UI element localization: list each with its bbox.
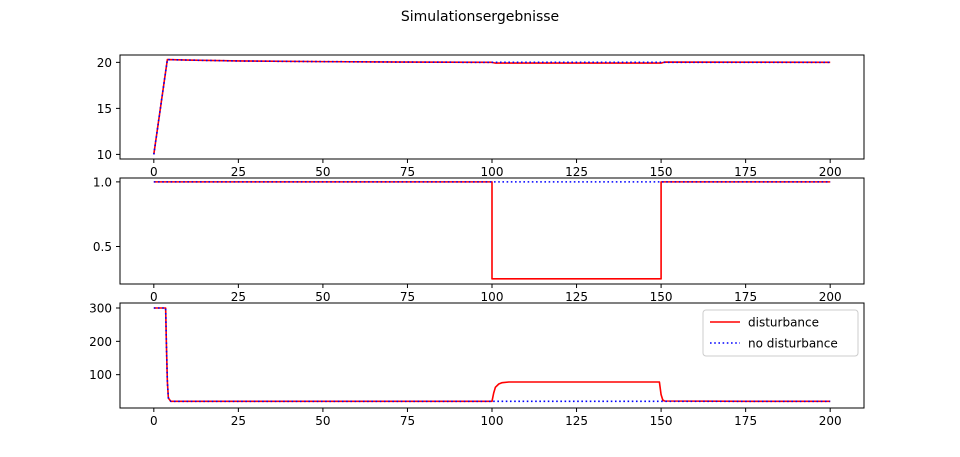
y-tick-label: 10 <box>97 148 112 162</box>
x-tick-label: 200 <box>819 414 842 428</box>
y-tick-label: 300 <box>89 302 112 316</box>
series-line-disturbance <box>153 307 831 403</box>
x-tick-label: 125 <box>565 290 588 304</box>
y-tick-label: 100 <box>89 368 112 382</box>
y-tick-label: 200 <box>89 335 112 349</box>
y-tick-label: 20 <box>97 56 112 70</box>
x-tick-label: 75 <box>400 165 415 179</box>
x-tick-label: 50 <box>315 290 330 304</box>
legend-label-no-disturbance: no disturbance <box>748 337 838 351</box>
x-tick-label: 125 <box>565 414 588 428</box>
legend-box <box>702 309 859 357</box>
x-tick-label: 100 <box>481 165 504 179</box>
x-tick-label: 100 <box>481 414 504 428</box>
axes-frame <box>119 54 865 160</box>
x-tick-label: 0 <box>150 414 158 428</box>
series-line-disturbance <box>153 181 831 280</box>
x-tick-label: 100 <box>481 290 504 304</box>
series-line-no-disturbance <box>153 307 831 403</box>
x-tick-label: 150 <box>650 165 673 179</box>
x-tick-label: 50 <box>315 165 330 179</box>
legend-label-disturbance: disturbance <box>748 316 819 330</box>
x-tick-label: 175 <box>734 414 757 428</box>
subplot-top: 0 25 50 75 100 125 150 175 200 10 15 20 <box>97 54 865 179</box>
series-line-disturbance <box>153 58 831 155</box>
x-tick-label: 25 <box>231 414 246 428</box>
y-tick-label: 1.0 <box>93 175 112 189</box>
x-tick-label: 75 <box>400 414 415 428</box>
x-tick-label: 0 <box>150 165 158 179</box>
x-tick-label: 0 <box>150 290 158 304</box>
x-tick-label: 200 <box>819 165 842 179</box>
y-tick-label: 15 <box>97 102 112 116</box>
x-tick-label: 25 <box>231 165 246 179</box>
x-tick-label: 75 <box>400 290 415 304</box>
x-tick-label: 175 <box>734 290 757 304</box>
x-tick-label: 25 <box>231 290 246 304</box>
x-tick-label: 150 <box>650 290 673 304</box>
y-tick-label: 0.5 <box>93 240 112 254</box>
x-tick-label: 50 <box>315 414 330 428</box>
series-line-no-disturbance <box>153 58 831 155</box>
x-tick-label: 175 <box>734 165 757 179</box>
x-tick-label: 125 <box>565 165 588 179</box>
figure-title: Simulationsergebnisse <box>401 9 559 25</box>
legend: disturbance no disturbance <box>702 309 859 357</box>
x-tick-label: 200 <box>819 290 842 304</box>
subplot-middle: 0 25 50 75 100 125 150 175 200 0.5 1.0 <box>93 175 865 304</box>
x-tick-label: 150 <box>650 414 673 428</box>
subplot-bottom: 0 25 50 75 100 125 150 175 200 100 200 300 <box>89 302 865 428</box>
